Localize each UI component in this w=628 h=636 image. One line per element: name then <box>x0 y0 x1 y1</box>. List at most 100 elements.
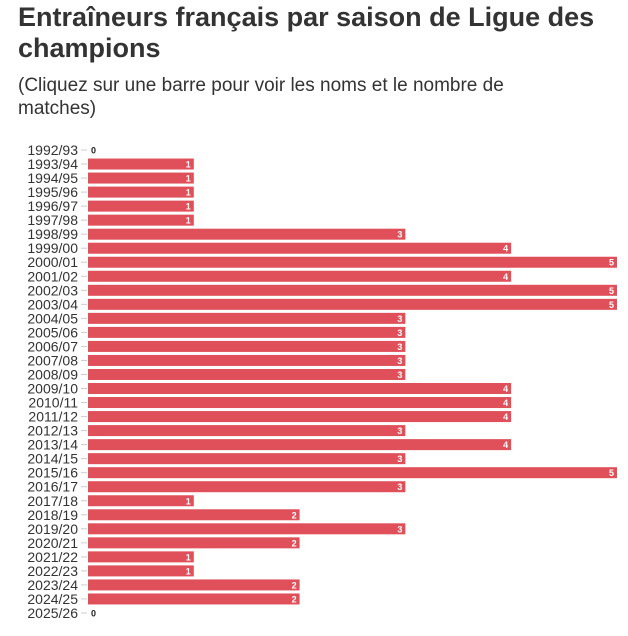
bar[interactable] <box>88 186 194 198</box>
y-tick-label: 1997/98 <box>27 212 78 228</box>
data-label: 4 <box>503 412 508 422</box>
bar[interactable] <box>88 383 512 395</box>
y-tick-label: 1998/99 <box>27 226 78 242</box>
bar[interactable] <box>88 326 406 338</box>
y-tick-label: 2014/15 <box>27 451 78 467</box>
bar[interactable] <box>88 523 406 535</box>
data-label: 1 <box>186 188 191 198</box>
data-label: 1 <box>186 160 191 170</box>
bar[interactable] <box>88 270 512 282</box>
y-tick-label: 1995/96 <box>27 184 78 200</box>
data-label: 2 <box>292 580 297 590</box>
data-label: 1 <box>186 216 191 226</box>
data-label: 5 <box>609 468 614 478</box>
bar[interactable] <box>88 509 300 521</box>
y-tick-label: 2018/19 <box>27 507 78 523</box>
data-label: 0 <box>91 146 96 156</box>
y-tick-label: 2016/17 <box>27 479 78 495</box>
y-tick-label: 2011/12 <box>28 409 78 425</box>
bar[interactable] <box>88 495 194 507</box>
y-tick-label: 2019/20 <box>27 521 78 537</box>
y-tick-label: 2025/26 <box>27 605 78 621</box>
data-label: 2 <box>292 538 297 548</box>
y-tick-label: 1999/00 <box>27 240 78 256</box>
bar[interactable] <box>88 284 617 296</box>
data-label: 2 <box>292 594 297 604</box>
bar[interactable] <box>88 340 406 352</box>
y-tick-label: 2008/09 <box>27 366 78 382</box>
bar[interactable] <box>88 228 406 240</box>
bar[interactable] <box>88 368 406 380</box>
bar[interactable] <box>88 397 512 409</box>
data-label: 5 <box>609 258 614 268</box>
bar[interactable] <box>88 551 194 563</box>
data-label: 4 <box>503 384 508 394</box>
bar[interactable] <box>88 593 300 605</box>
chart-subtitle: (Cliquez sur une barre pour voir les nom… <box>18 75 504 119</box>
y-tick-label: 2012/13 <box>27 423 78 439</box>
bar[interactable] <box>88 214 194 226</box>
bar[interactable] <box>88 298 617 310</box>
data-label: 3 <box>397 342 402 352</box>
bar[interactable] <box>88 481 406 493</box>
bar[interactable] <box>88 565 194 577</box>
y-tick-label: 2007/08 <box>27 352 78 368</box>
chart-title: Entraîneurs français par saison de Ligue… <box>18 2 595 63</box>
data-label: 1 <box>186 566 191 576</box>
data-label: 4 <box>503 398 508 408</box>
y-tick-label: 2021/22 <box>27 549 78 565</box>
bar[interactable] <box>88 425 406 437</box>
data-label: 4 <box>503 244 508 254</box>
data-label: 4 <box>503 440 508 450</box>
data-label: 3 <box>397 328 402 338</box>
bar[interactable] <box>88 467 617 479</box>
bar[interactable] <box>88 579 300 591</box>
y-tick-label: 2002/03 <box>27 282 78 298</box>
y-tick-label: 1994/95 <box>27 170 78 186</box>
data-label: 3 <box>397 426 402 436</box>
bar[interactable] <box>88 312 406 324</box>
y-tick-label: 2004/05 <box>27 310 78 326</box>
y-tick-label: 2003/04 <box>27 296 78 312</box>
bar[interactable] <box>88 256 617 268</box>
y-tick-label: 1993/94 <box>27 156 78 172</box>
data-label: 3 <box>397 482 402 492</box>
bar[interactable] <box>88 158 194 170</box>
y-tick-label: 2010/11 <box>28 395 78 411</box>
data-label: 3 <box>397 314 402 324</box>
y-tick-label: 2013/14 <box>27 437 78 453</box>
y-tick-label: 1996/97 <box>27 198 78 214</box>
y-tick-label: 1992/93 <box>27 142 78 158</box>
data-label: 1 <box>186 496 191 506</box>
data-label: 1 <box>186 552 191 562</box>
bar[interactable] <box>88 200 194 212</box>
y-tick-label: 2015/16 <box>27 465 78 481</box>
y-tick-label: 2000/01 <box>27 254 78 270</box>
data-label: 5 <box>609 286 614 296</box>
data-label: 0 <box>91 608 96 618</box>
bar[interactable] <box>88 172 194 184</box>
bar[interactable] <box>88 411 512 423</box>
bar[interactable] <box>88 242 512 254</box>
y-tick-label: 2005/06 <box>27 324 78 340</box>
data-label: 5 <box>609 300 614 310</box>
data-label: 4 <box>503 272 508 282</box>
y-tick-label: 2023/24 <box>27 577 78 593</box>
y-tick-label: 2022/23 <box>27 563 78 579</box>
bar[interactable] <box>88 453 406 465</box>
data-label: 3 <box>397 454 402 464</box>
y-tick-label: 2020/21 <box>27 535 78 551</box>
bar[interactable] <box>88 354 406 366</box>
y-tick-label: 2024/25 <box>27 591 78 607</box>
y-tick-label: 2006/07 <box>27 338 78 354</box>
data-label: 3 <box>397 370 402 380</box>
data-label: 3 <box>397 524 402 534</box>
y-tick-label: 2001/02 <box>27 268 78 284</box>
data-label: 3 <box>397 230 402 240</box>
bar[interactable] <box>88 439 512 451</box>
bar[interactable] <box>88 537 300 549</box>
data-label: 1 <box>186 202 191 212</box>
data-label: 3 <box>397 356 402 366</box>
y-tick-label: 2009/10 <box>27 381 78 397</box>
